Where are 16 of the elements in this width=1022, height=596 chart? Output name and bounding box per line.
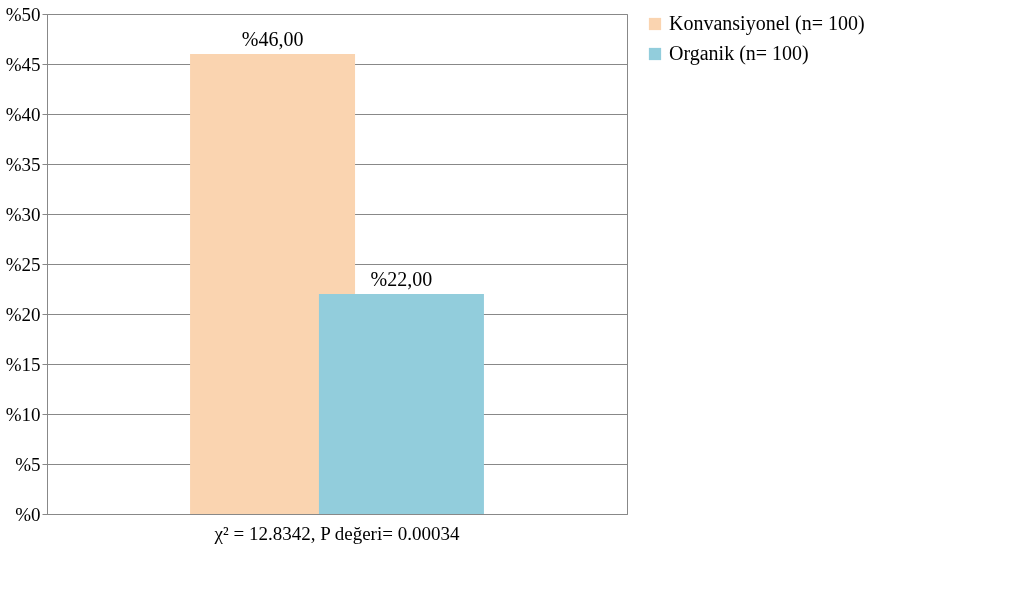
y-tick-label: %25 <box>5 253 41 275</box>
y-tick-label: %35 <box>5 153 41 175</box>
legend-label: Organik (n= 100) <box>669 42 809 65</box>
y-tick-label: %5 <box>15 453 41 475</box>
data-label: %46,00 <box>241 28 304 50</box>
y-tick-label: %40 <box>5 103 41 125</box>
y-tick-label: %45 <box>5 53 41 75</box>
y-tick-label: %10 <box>5 403 41 425</box>
legend-label: Konvansiyonel (n= 100) <box>669 12 865 35</box>
y-tick-label: %50 <box>5 3 41 25</box>
y-tick-label: %20 <box>5 303 41 325</box>
y-tick-label: %0 <box>15 503 41 525</box>
y-tick-label: %30 <box>5 203 41 225</box>
y-tick-label: %15 <box>5 353 41 375</box>
data-label: %22,00 <box>370 268 433 290</box>
x-tick-label: χ² = 12.8342, P değeri= 0.00034 <box>213 522 460 544</box>
